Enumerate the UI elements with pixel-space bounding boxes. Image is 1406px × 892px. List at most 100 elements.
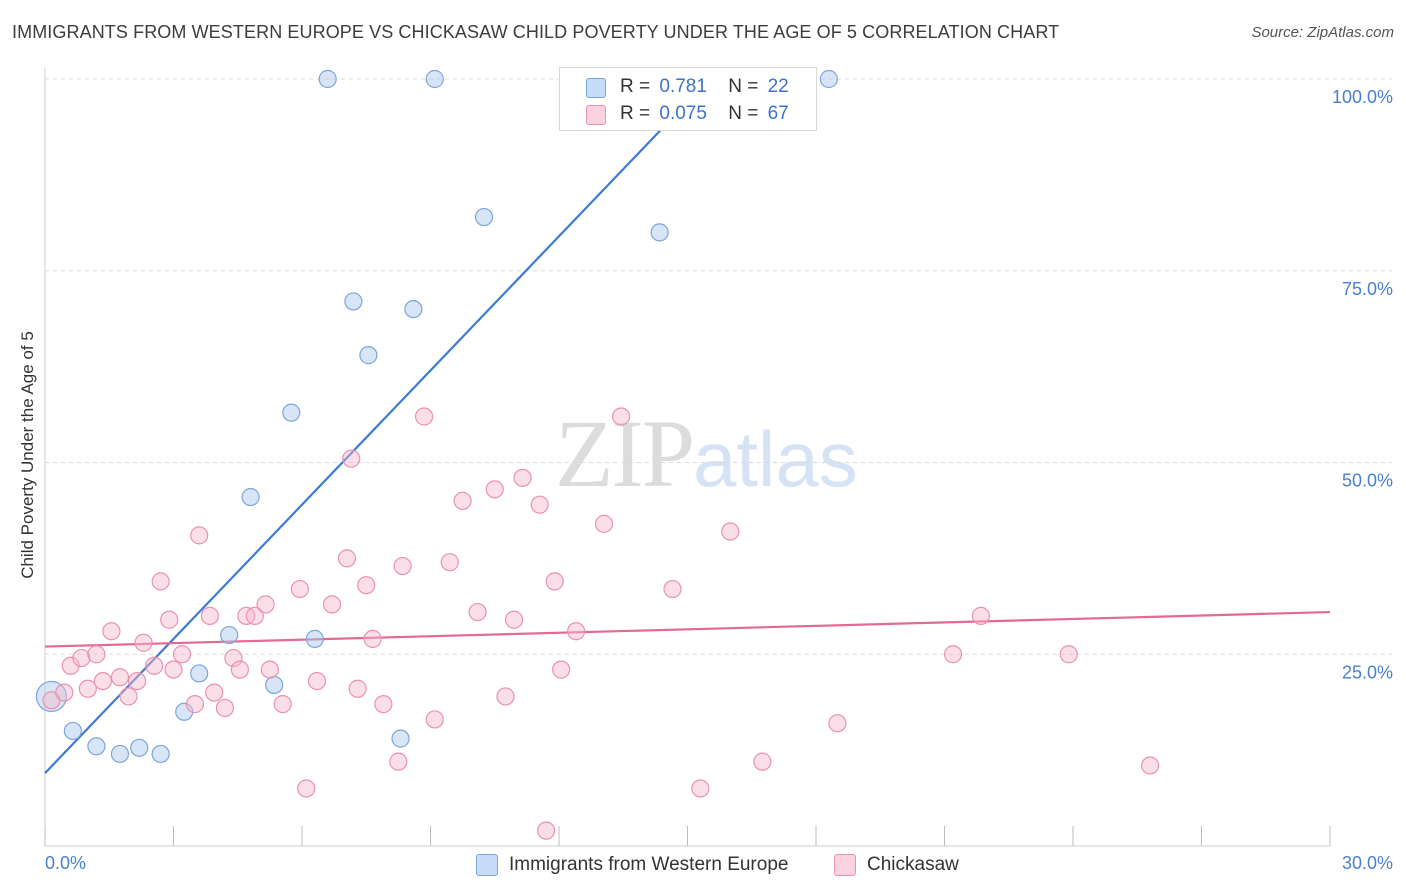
western-europe-trendline (44, 101, 689, 774)
correlation-legend: R = 0.781 N = 22 R = 0.075 N = 67 (559, 67, 817, 131)
bottom-legend-label-chickasaw: Chickasaw (867, 854, 959, 875)
label-layer: 25.0% 50.0% 75.0% 100.0% 0.0% 30.0% (45, 87, 1393, 873)
chickasaw-point (205, 683, 224, 702)
chickasaw-trendline (44, 610, 1331, 648)
chickasaw-point (273, 695, 292, 714)
legend-swatch-western-europe (586, 78, 606, 98)
chickasaw-point (307, 671, 327, 691)
chickasaw-point (72, 648, 91, 668)
chickasaw-point (119, 687, 138, 706)
chickasaw-point (691, 779, 710, 798)
chickasaw-point (102, 622, 121, 641)
chickasaw-point (552, 660, 571, 679)
chickasaw-point (290, 579, 309, 599)
western-europe-point (110, 744, 130, 764)
western-europe-point (87, 737, 106, 756)
chickasaw-point (828, 714, 847, 733)
chickasaw-point (297, 779, 316, 798)
chickasaw-point (513, 468, 532, 487)
chickasaw-point (215, 698, 234, 718)
chickasaw-point (943, 645, 963, 664)
legend-n-label: N = (728, 103, 759, 124)
western-europe-point (305, 629, 324, 649)
y-tick-label: 75.0% (1342, 279, 1393, 299)
western-europe-point (220, 625, 239, 645)
chickasaw-point (663, 579, 682, 599)
western-europe-point (130, 738, 149, 757)
western-europe-point (344, 292, 363, 311)
y-tick-label: 50.0% (1342, 471, 1393, 491)
western-europe-point (391, 729, 410, 748)
watermark: ZIPatlas (555, 398, 858, 509)
western-europe-point (359, 346, 378, 365)
trend-layer (44, 101, 1331, 774)
chickasaw-point (414, 407, 434, 426)
chickasaw-point (545, 572, 564, 591)
chickasaw-point (612, 407, 631, 426)
chickasaw-point (721, 522, 740, 541)
chickasaw-point (172, 645, 192, 664)
legend-r-value: 0.781 (659, 76, 707, 97)
western-europe-point (474, 207, 494, 227)
chickasaw-point (453, 491, 472, 510)
western-europe-point (63, 721, 82, 741)
chickasaw-point (256, 595, 275, 614)
watermark-atlas: atlas (693, 415, 858, 503)
legend-r-label: R = (620, 103, 651, 124)
chickasaw-point (530, 495, 549, 514)
chickasaw-point (753, 752, 772, 771)
chickasaw-point (389, 752, 408, 771)
chickasaw-point (245, 606, 264, 626)
western-europe-point (282, 403, 301, 422)
western-europe-point (819, 69, 838, 89)
point-layer (35, 69, 1160, 840)
legend-n-label: N = (728, 76, 759, 97)
chickasaw-point (185, 695, 205, 714)
legend-text-western-europe: R = 0.781 N = 22 (620, 74, 789, 100)
chickasaw-point (224, 648, 243, 668)
chickasaw-point (93, 671, 112, 691)
chickasaw-point (164, 660, 183, 679)
chickasaw-point (200, 606, 220, 626)
legend-n-value: 22 (767, 76, 789, 97)
western-europe-point (190, 664, 209, 683)
chickasaw-point (374, 695, 393, 714)
chickasaw-point (594, 514, 614, 533)
bottom-legend-label-western-europe: Immigrants from Western Europe (509, 854, 789, 875)
chickasaw-point (1140, 756, 1160, 775)
chickasaw-point (440, 553, 459, 572)
axis-layer (44, 68, 1331, 847)
chickasaw-point (110, 668, 130, 687)
chickasaw-point (496, 687, 515, 706)
x-tick-label: 0.0% (45, 853, 86, 873)
bottom-legend-swatch-chickasaw (834, 854, 856, 876)
chickasaw-point (393, 556, 412, 576)
western-europe-point (265, 675, 284, 695)
chickasaw-point (260, 660, 279, 679)
chickasaw-point (468, 602, 487, 622)
y-tick-label: 100.0% (1332, 87, 1393, 107)
x-tick-label: 30.0% (1342, 853, 1393, 873)
legend-r-value: 0.075 (659, 103, 707, 124)
western-europe-point (241, 487, 260, 507)
grid-layer (45, 78, 1392, 655)
legend-n-value: 67 (767, 103, 789, 124)
chart-title: IMMIGRANTS FROM WESTERN EUROPE VS CHICKA… (12, 22, 1060, 42)
western-europe-point (650, 223, 669, 242)
chickasaw-point (425, 710, 444, 729)
chickasaw-point (78, 679, 97, 698)
chickasaw-point (190, 526, 209, 545)
bottom-legend-swatch-western-europe (476, 854, 498, 876)
chickasaw-point (160, 610, 179, 629)
chickasaw-point (537, 821, 556, 840)
chickasaw-point (342, 449, 361, 468)
chickasaw-point (134, 633, 153, 652)
watermark-zip: ZIP (555, 400, 695, 507)
western-europe-point (425, 69, 444, 89)
chickasaw-point (363, 629, 382, 649)
y-tick-label: 25.0% (1342, 662, 1393, 682)
legend-r-label: R = (620, 76, 651, 97)
chickasaw-point (971, 606, 991, 626)
chickasaw-point (337, 549, 357, 568)
